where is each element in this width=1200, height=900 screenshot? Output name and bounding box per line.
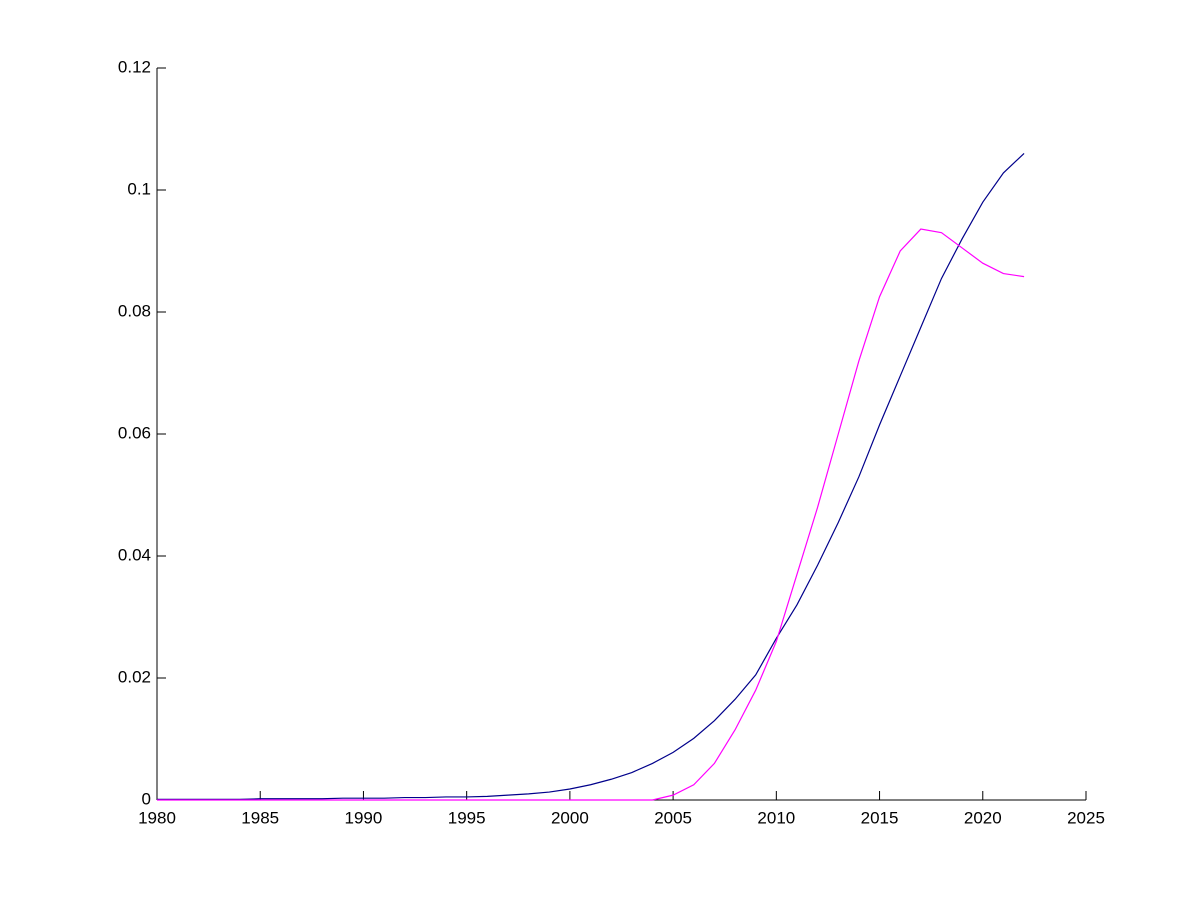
- x-tick-label: 2020: [964, 808, 1002, 827]
- x-tick-label: 1980: [138, 808, 176, 827]
- y-tick-label: 0.12: [118, 57, 151, 76]
- y-tick-label: 0.08: [118, 301, 151, 320]
- y-tick-label: 0.02: [118, 667, 151, 686]
- x-tick-label: 2025: [1067, 808, 1105, 827]
- x-tick-label: 2000: [551, 808, 589, 827]
- y-tick-label: 0: [142, 789, 151, 808]
- y-tick-label: 0.06: [118, 423, 151, 442]
- x-tick-label: 2005: [654, 808, 692, 827]
- x-tick-label: 2010: [757, 808, 795, 827]
- y-tick-label: 0.04: [118, 545, 151, 564]
- y-tick-label: 0.1: [127, 179, 151, 198]
- x-tick-label: 2015: [861, 808, 899, 827]
- line-series: [157, 228, 1025, 801]
- x-tick-label: 1985: [241, 808, 279, 827]
- x-tick-label: 1990: [345, 808, 383, 827]
- line-series: [157, 152, 1025, 800]
- x-tick-label: 1995: [448, 808, 486, 827]
